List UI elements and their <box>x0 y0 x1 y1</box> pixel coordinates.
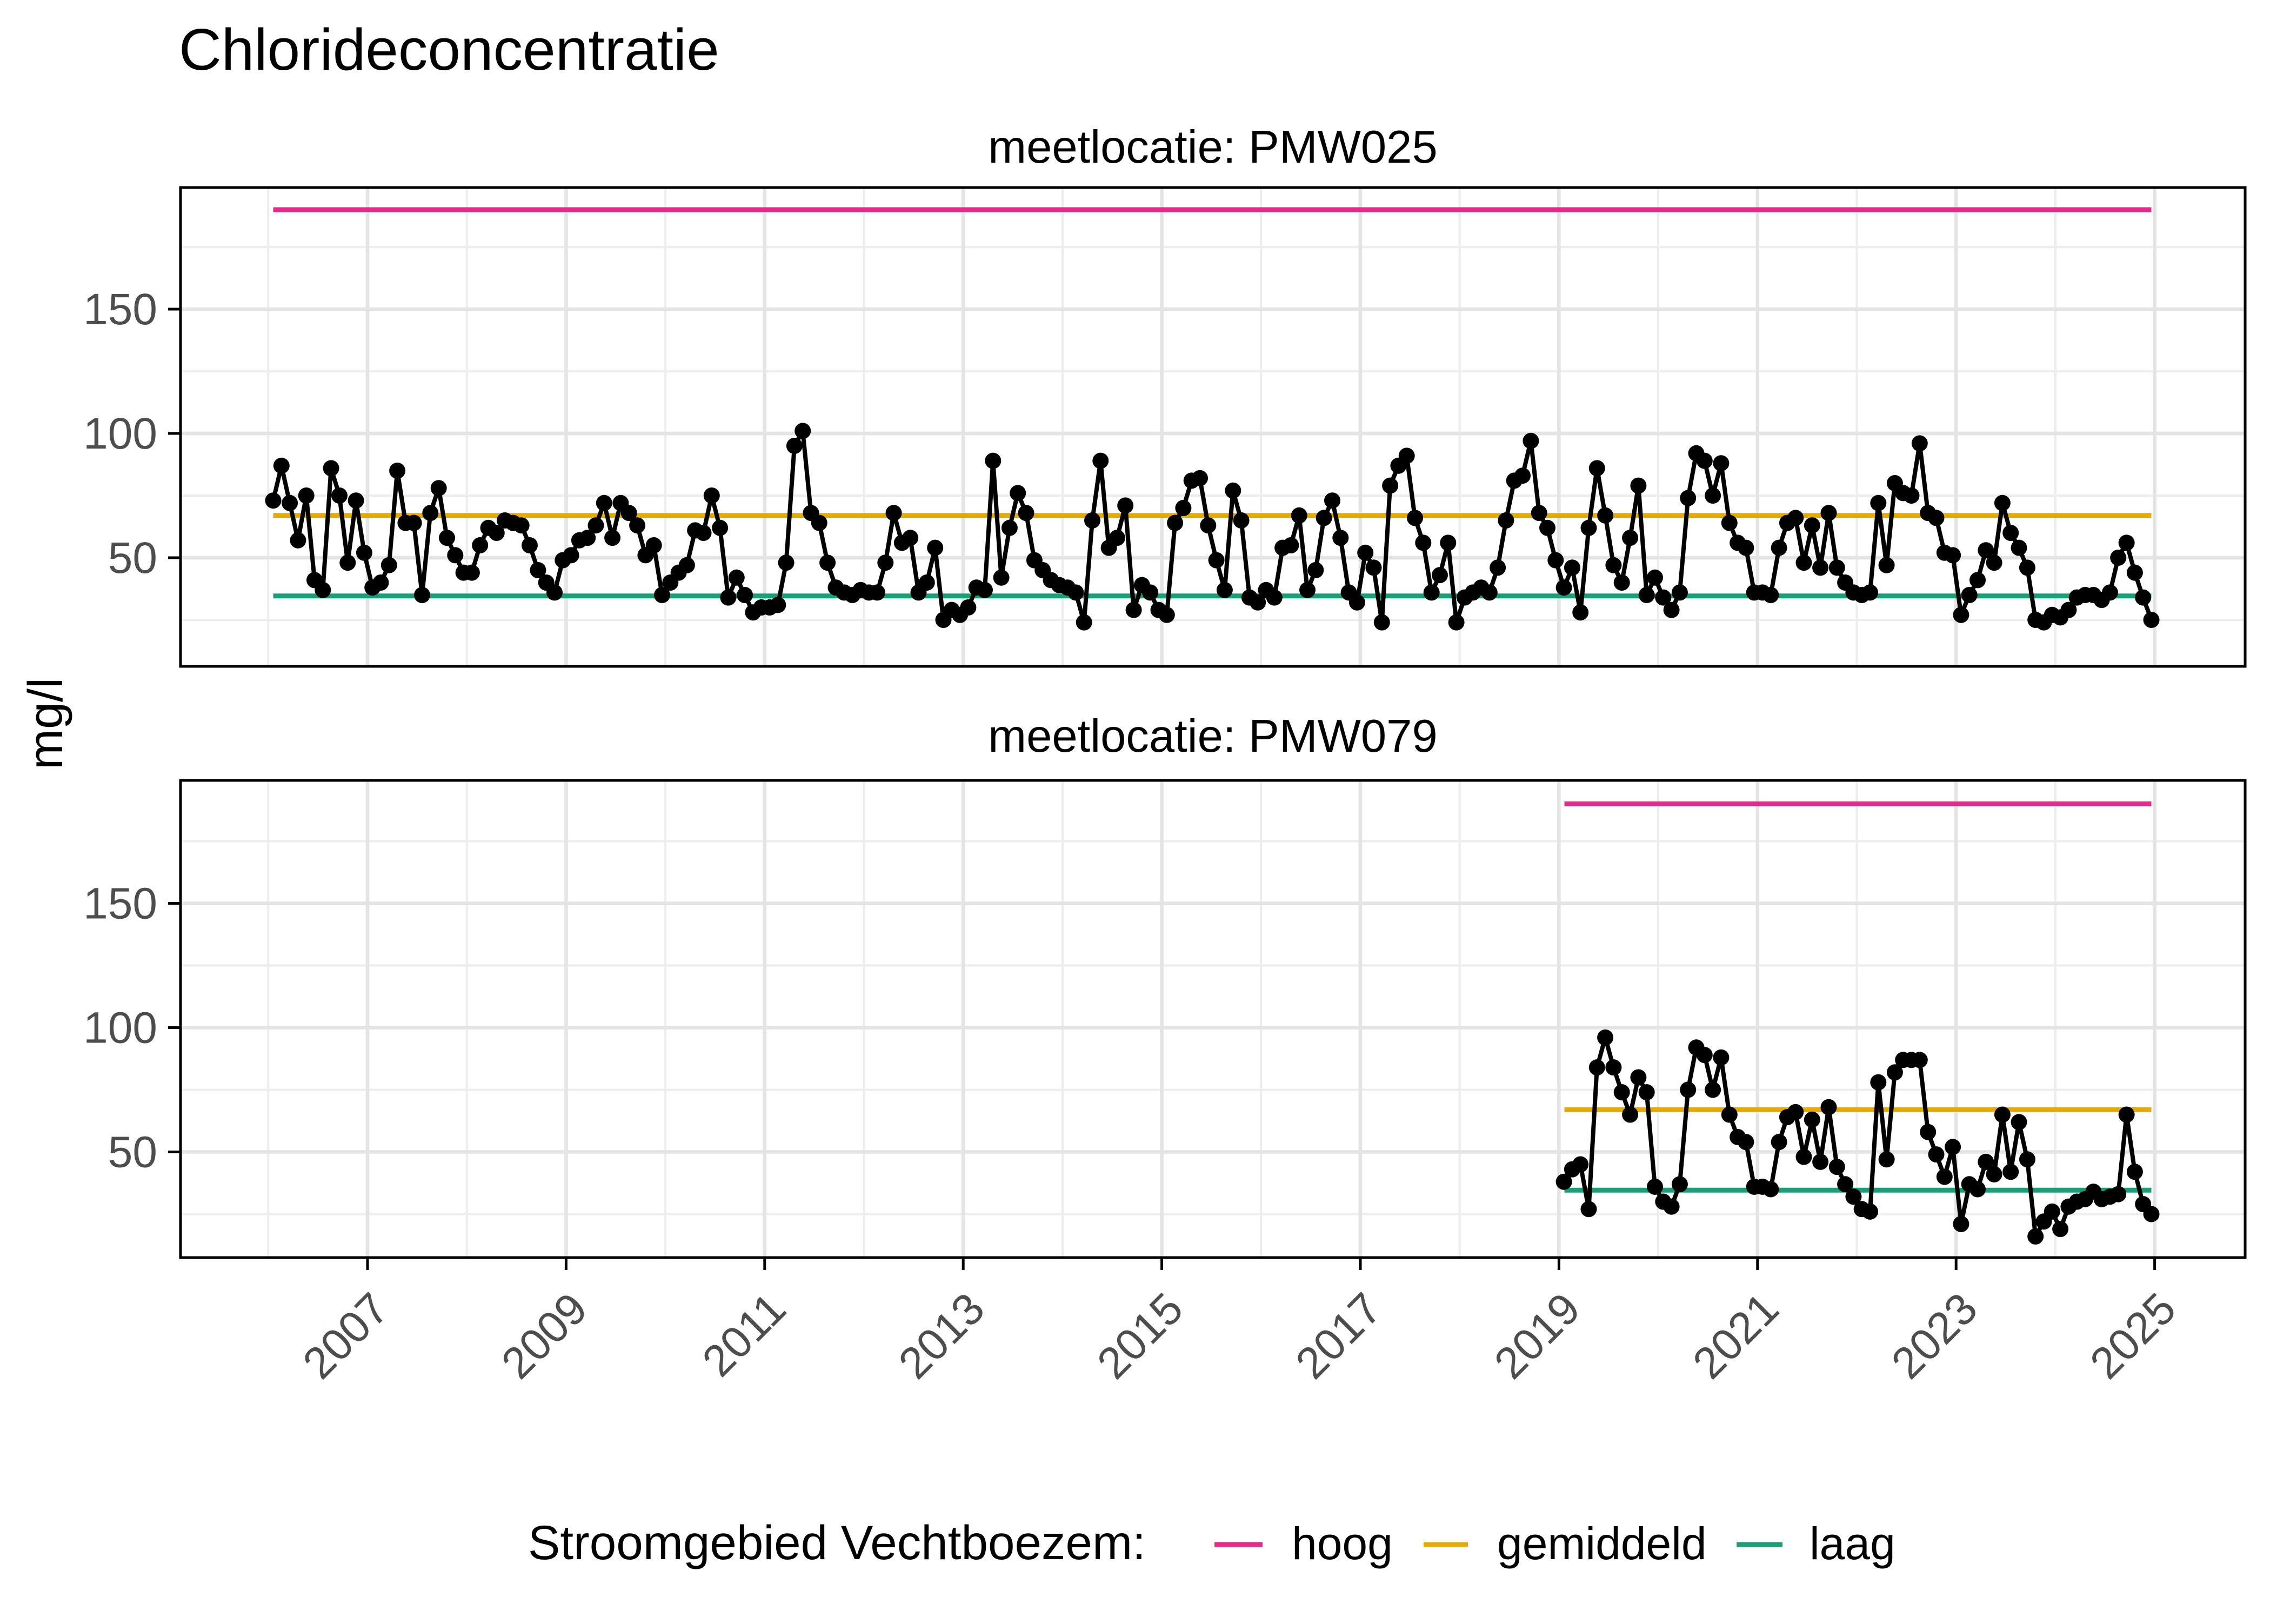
svg-text:mg/l: mg/l <box>19 678 73 770</box>
svg-text:hoog: hoog <box>1292 1518 1393 1569</box>
svg-text:50: 50 <box>108 1128 157 1177</box>
svg-text:Chlorideconcentratie: Chlorideconcentratie <box>179 17 719 83</box>
svg-text:100: 100 <box>83 1004 157 1053</box>
svg-text:gemiddeld: gemiddeld <box>1497 1518 1707 1569</box>
svg-text:150: 150 <box>83 879 157 928</box>
svg-text:meetlocatie: PMW079: meetlocatie: PMW079 <box>988 711 1437 762</box>
svg-text:50: 50 <box>108 533 157 583</box>
svg-text:laag: laag <box>1810 1518 1895 1569</box>
svg-text:150: 150 <box>83 285 157 334</box>
svg-text:meetlocatie: PMW025: meetlocatie: PMW025 <box>988 122 1437 173</box>
svg-text:100: 100 <box>83 409 157 458</box>
svg-text:Stroomgebied Vechtboezem:: Stroomgebied Vechtboezem: <box>528 1515 1146 1569</box>
